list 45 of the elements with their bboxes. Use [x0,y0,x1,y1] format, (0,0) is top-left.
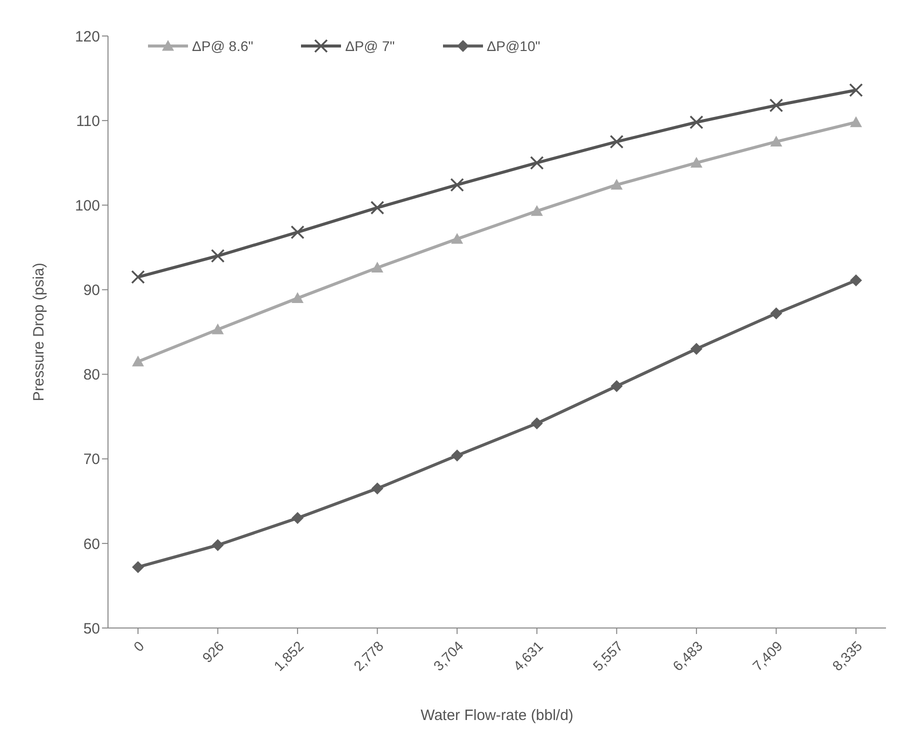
point [690,115,704,130]
y-tick-label: 110 [76,112,100,130]
legend-label: ΔP@10" [486,38,540,54]
y-tick-label: 50 [83,620,100,638]
point [610,380,623,392]
y-tick-label: 90 [83,282,100,300]
point [290,225,304,240]
point [530,205,543,216]
point [849,83,863,98]
point [690,342,702,355]
point [132,356,144,366]
point [450,178,464,192]
point [690,156,702,168]
point [371,482,384,494]
y-tick-label: 60 [83,536,100,553]
point [370,200,384,215]
point [610,134,624,149]
y-tick-label: 100 [74,197,100,214]
point [770,136,782,147]
point [451,232,464,244]
point [210,248,225,263]
x-tick-label: 0 [130,638,148,655]
point [212,323,224,334]
point [292,292,304,303]
x-axis-title: Water Flow-rate (bbl/d) [420,707,574,724]
point [769,98,784,112]
y-axis-title: Pressure Drop (psia) [30,262,48,402]
point [212,539,224,552]
point [530,417,543,430]
legend-label: ΔP@ 8.6" [192,38,254,54]
legend-label: ΔP@ 7" [345,38,395,54]
x-tick-label: 926 [199,638,228,666]
point [850,274,862,286]
point [850,116,862,128]
point [371,262,384,273]
point [292,512,304,524]
y-tick-label: 80 [83,366,100,384]
point [530,156,544,170]
y-tick-label: 120 [74,28,100,46]
point [610,178,623,190]
y-tick-label: 70 [83,451,100,468]
point [132,561,144,574]
point [770,307,782,320]
point [131,270,145,284]
point [451,449,464,462]
